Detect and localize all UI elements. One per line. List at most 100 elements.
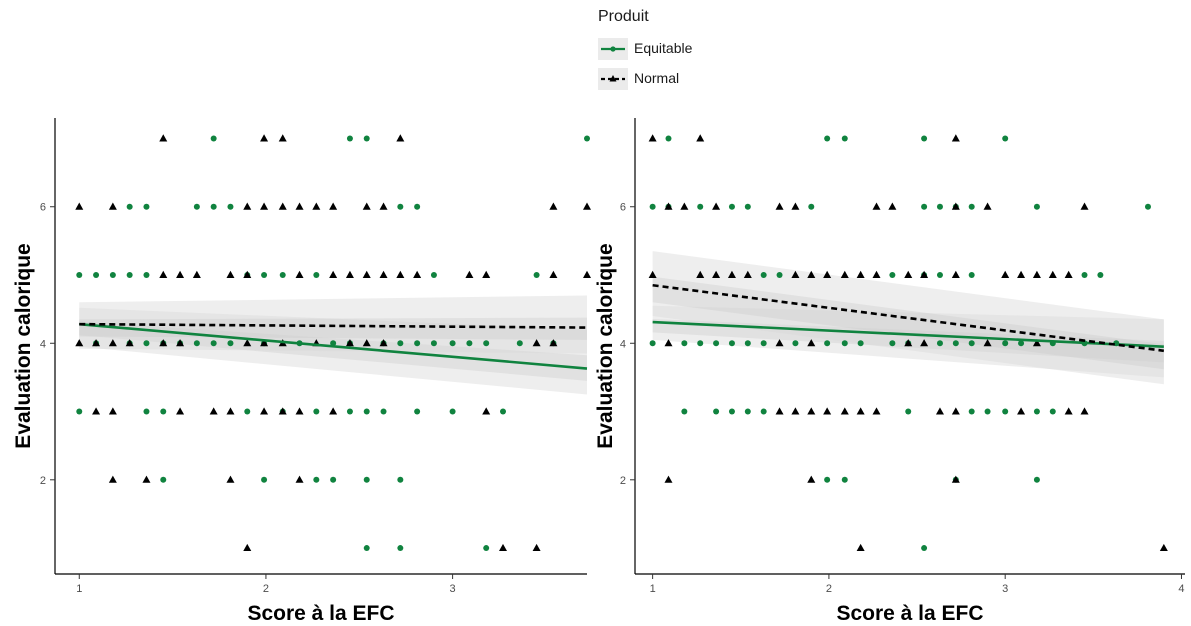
- data-point-equitable: [363, 135, 370, 142]
- data-point-normal: [807, 407, 816, 415]
- data-point-equitable: [968, 408, 975, 415]
- data-point-equitable: [330, 476, 337, 483]
- data-point-normal: [142, 475, 151, 483]
- data-point-normal: [125, 339, 134, 347]
- data-point-equitable: [193, 340, 200, 347]
- y-tick-label: 4: [40, 338, 46, 350]
- data-point-normal: [648, 270, 657, 279]
- data-point-equitable: [760, 340, 767, 347]
- data-point-equitable: [713, 340, 720, 347]
- x-tick-label: 4: [1178, 583, 1184, 595]
- data-point-normal: [329, 202, 338, 210]
- data-point-normal: [159, 339, 168, 347]
- data-point-equitable: [516, 340, 523, 347]
- data-point-normal: [951, 202, 960, 210]
- data-point-normal: [856, 270, 865, 279]
- data-point-normal: [856, 543, 865, 552]
- data-point-equitable: [1033, 476, 1040, 483]
- data-point-equitable: [313, 408, 320, 415]
- data-point-normal: [696, 134, 705, 142]
- data-point-normal: [951, 134, 960, 142]
- y-tick-label: 2: [40, 475, 46, 487]
- data-point-normal: [951, 475, 960, 483]
- data-point-normal: [176, 270, 185, 279]
- data-point-equitable: [760, 408, 767, 415]
- data-point-equitable: [430, 272, 437, 279]
- data-point-normal: [499, 543, 507, 552]
- data-point-normal: [465, 270, 474, 279]
- data-point-normal: [920, 339, 929, 347]
- data-point-equitable: [1033, 203, 1040, 210]
- data-point-normal: [775, 202, 784, 210]
- data-point-equitable: [193, 203, 200, 210]
- legend-label-normal: Normal: [634, 70, 680, 86]
- y-tick-label: 6: [40, 202, 46, 214]
- data-point-equitable: [76, 408, 83, 415]
- data-point-equitable: [889, 272, 896, 279]
- data-point-normal: [482, 407, 491, 415]
- data-point-equitable: [210, 203, 217, 210]
- legend: Produit Equitable Normal: [598, 8, 708, 98]
- data-point-equitable: [744, 340, 751, 347]
- x-tick-label: 3: [1002, 583, 1008, 595]
- data-point-normal: [295, 202, 304, 210]
- legend-title: Produit: [598, 8, 649, 25]
- data-point-normal: [209, 407, 218, 415]
- data-point-equitable: [841, 135, 848, 142]
- data-point-equitable: [261, 476, 268, 483]
- ci-ribbon-equitable: [79, 307, 588, 395]
- x-tick-label: 3: [450, 583, 456, 595]
- data-point-equitable: [744, 408, 751, 415]
- data-point-equitable: [449, 408, 456, 415]
- data-point-normal: [840, 270, 849, 279]
- data-point-equitable: [346, 135, 353, 142]
- data-point-normal: [278, 134, 287, 142]
- data-point-normal: [1064, 407, 1073, 415]
- x-tick-label: 2: [826, 583, 832, 595]
- data-point-normal: [295, 475, 304, 483]
- data-point-equitable: [76, 272, 83, 279]
- data-point-equitable: [533, 272, 540, 279]
- data-point-equitable: [968, 272, 975, 279]
- data-point-normal: [1080, 202, 1089, 210]
- data-point-equitable: [449, 340, 456, 347]
- data-point-normal: [108, 475, 117, 483]
- data-point-equitable: [313, 272, 320, 279]
- data-point-normal: [1048, 270, 1057, 279]
- data-point-equitable: [210, 135, 217, 142]
- data-point-normal: [951, 270, 960, 279]
- data-point-equitable: [363, 476, 370, 483]
- data-point-normal: [396, 270, 405, 279]
- data-point-equitable: [968, 203, 975, 210]
- x-axis-title: Score à la EFC: [247, 602, 394, 625]
- fit-line-equitable: [79, 322, 588, 370]
- data-point-normal: [549, 270, 558, 279]
- data-point-normal: [226, 475, 235, 483]
- data-point-equitable: [1002, 135, 1009, 142]
- data-point-normal: [362, 270, 371, 279]
- data-point-normal: [904, 270, 913, 279]
- data-point-normal: [664, 339, 673, 347]
- data-point-normal: [648, 134, 657, 142]
- data-point-equitable: [905, 408, 912, 415]
- data-point-normal: [823, 270, 832, 279]
- data-point-equitable: [921, 135, 928, 142]
- data-point-normal: [92, 407, 101, 415]
- data-point-equitable: [160, 408, 167, 415]
- data-point-equitable: [921, 203, 928, 210]
- data-point-equitable: [921, 545, 928, 552]
- data-point-normal: [345, 270, 354, 279]
- data-point-normal: [791, 270, 800, 279]
- data-point-normal: [1001, 270, 1010, 279]
- data-point-normal: [226, 407, 235, 415]
- data-point-normal: [278, 202, 287, 210]
- data-point-normal: [260, 407, 269, 415]
- data-point-equitable: [160, 476, 167, 483]
- right-chart-panel: 1 2 3 4 2 4 6 Score à la EFC Evaluation caloriqu…: [594, 118, 1185, 625]
- data-point-normal: [176, 407, 185, 415]
- data-point-normal: [226, 270, 235, 279]
- data-point-equitable: [227, 340, 234, 347]
- data-point-normal: [840, 407, 849, 415]
- data-point-equitable: [93, 272, 100, 279]
- data-point-equitable: [414, 340, 421, 347]
